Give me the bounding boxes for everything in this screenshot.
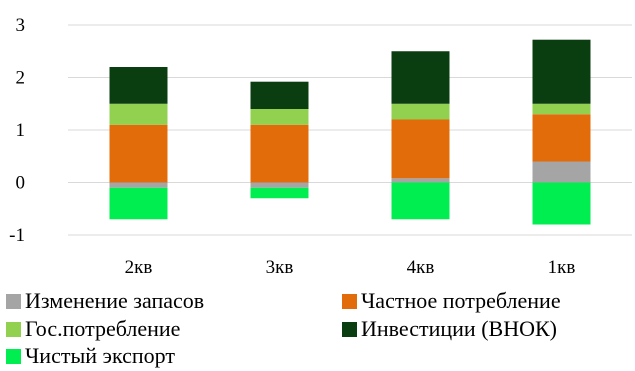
bar-segment xyxy=(532,161,591,183)
bar-segment xyxy=(391,182,450,220)
y-tick-label: 1 xyxy=(16,120,26,141)
legend-swatch xyxy=(6,293,21,309)
y-tick-label: 2 xyxy=(16,68,26,89)
legend-label: Чистый экспорт xyxy=(25,343,175,368)
x-tick-label: 4кв xyxy=(407,257,435,278)
legend-label: Изменение запасов xyxy=(25,288,205,313)
x-tick-label: 1кв xyxy=(548,257,576,278)
bar-segment xyxy=(250,81,309,109)
y-tick-label: 3 xyxy=(16,15,26,36)
legend-item-net-export: Чистый экспорт xyxy=(6,343,175,369)
bar-segment xyxy=(391,119,450,179)
y-tick-label: -1 xyxy=(9,225,25,246)
bar-segment xyxy=(250,187,309,199)
bar-segment xyxy=(250,124,309,183)
legend-swatch xyxy=(6,321,21,337)
legend-swatch xyxy=(342,321,357,337)
x-tick-label: 2кв xyxy=(125,257,153,278)
y-tick-label: 0 xyxy=(16,173,26,194)
x-tick-label: 3кв xyxy=(266,257,294,278)
bar-segment xyxy=(532,103,591,115)
bar-segment xyxy=(391,51,450,104)
bar-segment xyxy=(391,103,450,120)
bar-segment xyxy=(532,39,591,104)
x-axis-ticks: 2кв 3кв 4кв 1кв xyxy=(125,257,576,278)
bar-segment xyxy=(532,114,591,162)
bars xyxy=(109,39,591,225)
legend-swatch xyxy=(6,348,21,364)
legend-item-private-consumption: Частное потребление xyxy=(342,288,561,314)
legend: Изменение запасов Частное потребление Го… xyxy=(0,284,635,371)
bar-segment xyxy=(532,182,591,225)
bar-segment xyxy=(250,109,309,125)
bar-segment xyxy=(109,67,168,104)
legend-label: Гос.потребление xyxy=(25,316,181,341)
bar-segment xyxy=(109,103,168,125)
bar-segment xyxy=(109,187,168,220)
legend-label: Инвестиции (ВНОК) xyxy=(361,316,557,341)
y-axis-ticks: 3 2 1 0 -1 xyxy=(9,15,25,246)
legend-item-inventory-change: Изменение запасов xyxy=(6,288,204,314)
bar-segment xyxy=(109,182,168,188)
legend-item-government-consumption: Гос.потребление xyxy=(6,316,180,342)
bar-segment xyxy=(109,124,168,183)
legend-swatch xyxy=(342,293,357,309)
legend-label: Частное потребление xyxy=(361,288,561,313)
legend-item-investment: Инвестиции (ВНОК) xyxy=(342,316,557,342)
bar-segment xyxy=(391,178,450,183)
bar-segment xyxy=(250,182,309,188)
